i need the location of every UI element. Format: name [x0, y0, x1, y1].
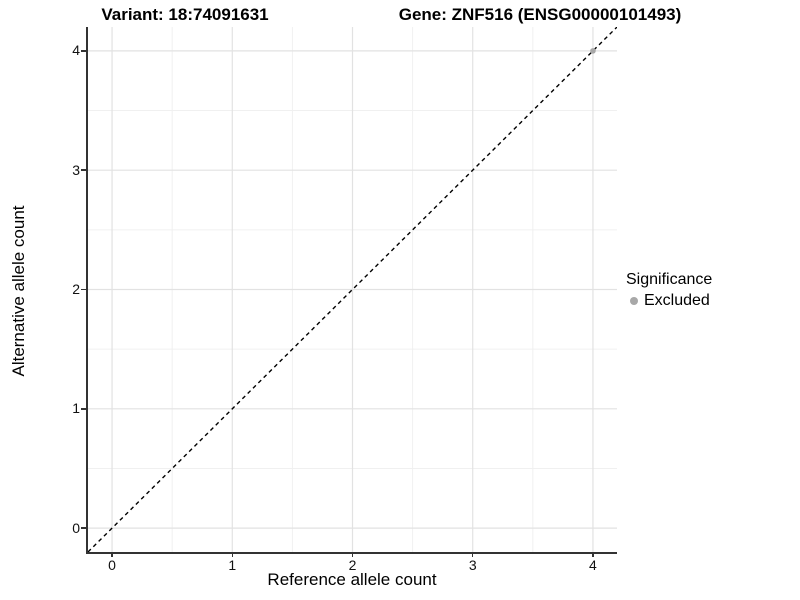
data-point-excluded [590, 48, 596, 54]
x-tick-label: 0 [108, 557, 116, 573]
x-tick-mark [351, 552, 354, 557]
legend: Significance Excluded [626, 271, 712, 310]
legend-title: Significance [626, 271, 713, 288]
y-tick-mark [81, 527, 86, 529]
x-tick-mark [231, 552, 234, 557]
y-axis-title: Alternative allele count [9, 205, 28, 377]
legend-item-excluded: Excluded [626, 292, 712, 310]
y-tick-label: 4 [72, 42, 80, 59]
x-tick-mark [111, 552, 113, 557]
y-tick-mark [81, 169, 86, 171]
y-tick-label: 3 [72, 161, 80, 178]
x-tick-mark [471, 552, 474, 557]
excluded-point-icon [630, 297, 638, 305]
x-tick-label: 3 [468, 557, 477, 573]
plot-canvas [88, 27, 617, 552]
legend-item-label: Excluded [644, 292, 710, 309]
x-tick-label: 1 [228, 557, 237, 573]
x-tick-mark [592, 552, 594, 557]
x-tick-label: 2 [348, 557, 357, 573]
y-tick-label: 1 [72, 400, 80, 417]
y-tick-label: 0 [72, 519, 80, 536]
plot-panel [86, 27, 617, 554]
y-tick-mark [81, 408, 86, 410]
plot-title-gene: Gene: ZNF516 (ENSG00000101493) [398, 5, 682, 24]
y-tick-label: 2 [72, 281, 80, 297]
plot-title-variant: Variant: 18:74091631 [101, 5, 269, 24]
y-tick-mark [81, 50, 86, 52]
x-axis-title: Reference allele count [267, 570, 437, 589]
y-tick-mark [81, 288, 86, 291]
x-tick-label: 4 [589, 557, 597, 573]
